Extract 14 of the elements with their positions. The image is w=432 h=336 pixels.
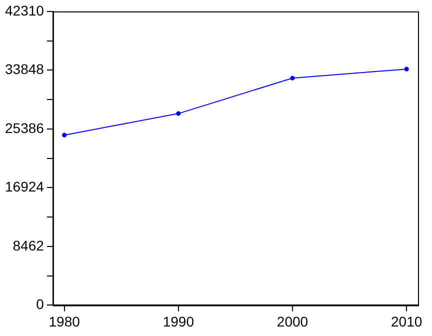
point <box>62 132 67 138</box>
x-tick-label: 2000 <box>276 313 308 330</box>
x-tick-label: 1980 <box>48 313 80 330</box>
point <box>290 76 295 80</box>
point <box>176 111 181 116</box>
y-tick-label: 33848 <box>4 61 44 78</box>
y-tick-label: 42310 <box>4 2 44 18</box>
x-tick-label: 2010 <box>391 313 422 330</box>
point <box>404 66 409 72</box>
y-tick-label: 0 <box>36 296 44 312</box>
x-tick-label: 1990 <box>162 313 194 330</box>
y-tick-label: 16924 <box>4 178 44 195</box>
y-tick-label: 8462 <box>12 237 44 254</box>
y-tick-label: 25386 <box>4 120 44 136</box>
